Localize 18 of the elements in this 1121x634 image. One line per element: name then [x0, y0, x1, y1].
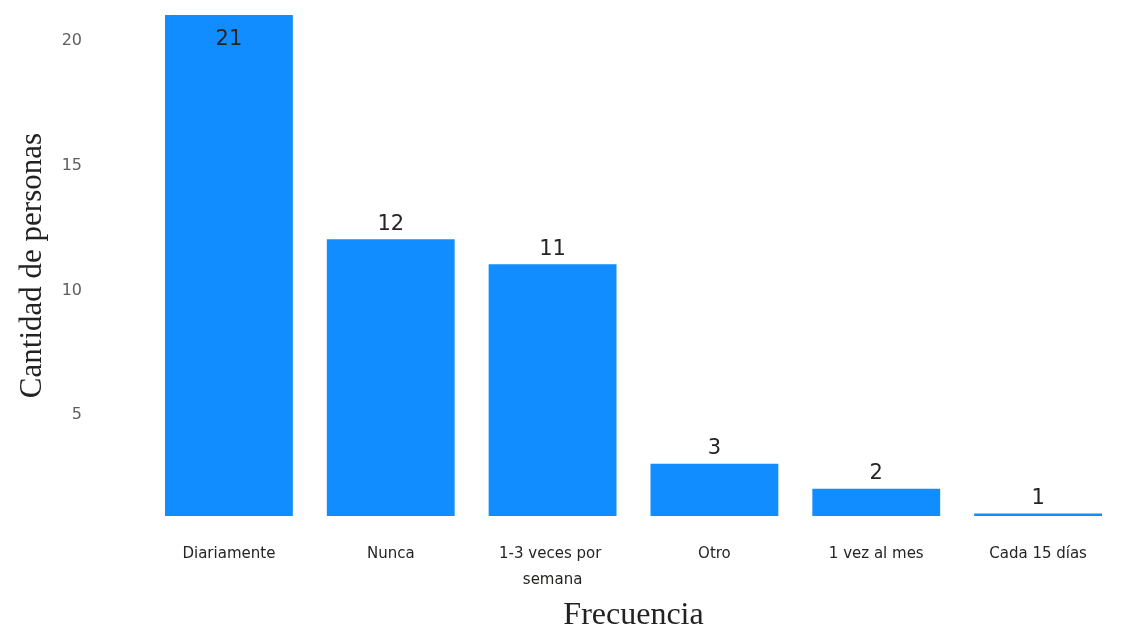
y-tick-label: 15 — [61, 155, 82, 175]
x-axis-title: Frecuencia — [563, 595, 704, 631]
data-label: 12 — [377, 210, 405, 235]
data-label: 21 — [215, 25, 243, 50]
data-label: 3 — [707, 435, 722, 460]
y-tick-label: 10 — [61, 279, 82, 299]
y-axis-title: Cantidad de personas — [13, 132, 48, 399]
x-tick-label: Diariamente — [182, 544, 276, 563]
x-tick-label: 1-3 veces por semana — [499, 544, 607, 589]
x-tick-label: Cada 15 días — [989, 544, 1088, 563]
x-tick-label: 1 vez al mes — [828, 544, 924, 563]
x-tick-label: Nunca — [366, 544, 415, 563]
data-label: 11 — [539, 235, 566, 260]
y-tick-label: 5 — [71, 404, 82, 424]
data-label: 2 — [869, 460, 883, 485]
data-label: 1 — [1031, 485, 1045, 510]
y-tick-label: 20 — [61, 30, 82, 50]
x-tick-label: Otro — [698, 544, 731, 563]
